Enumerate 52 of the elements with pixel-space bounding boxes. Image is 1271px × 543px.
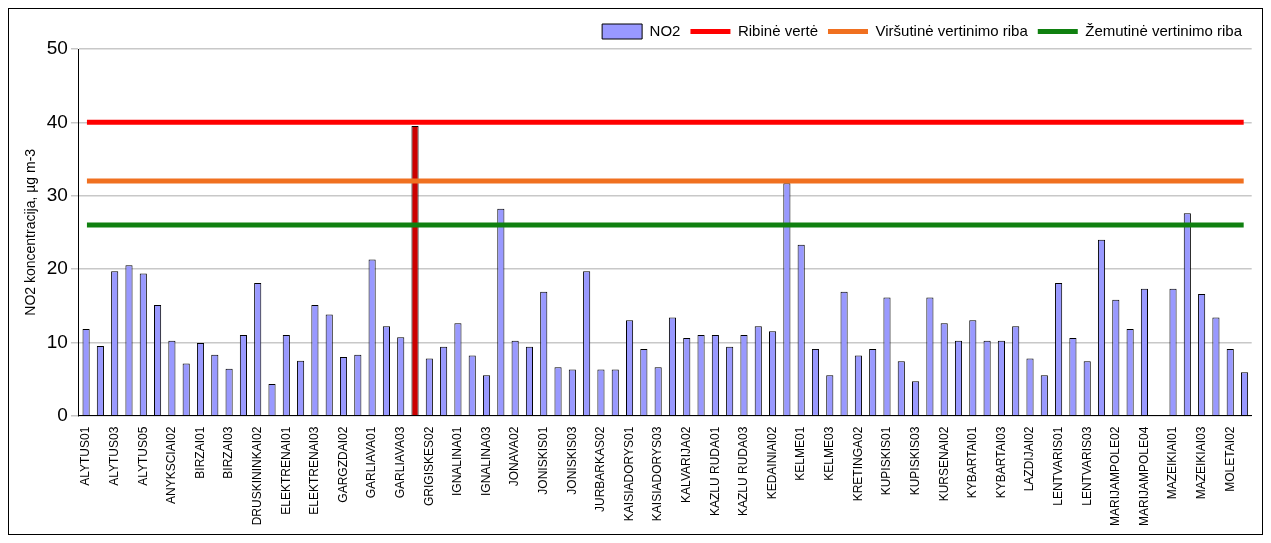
x-tick-label: JONISKIS03 bbox=[564, 426, 579, 495]
x-tick-label: KELME01 bbox=[793, 426, 808, 481]
x-tick-label: GARLIAVA03 bbox=[393, 426, 408, 499]
legend-label: Ribinė vertė bbox=[737, 21, 818, 39]
legend-label: Žemutinė vertinimo riba bbox=[1085, 21, 1243, 39]
x-tick-label: ANYKSCIAI02 bbox=[164, 426, 179, 505]
x-tick-label: JONISKIS01 bbox=[536, 426, 551, 495]
x-tick-label: BIRZAI01 bbox=[192, 426, 207, 479]
x-tick-label: KALVARIJA02 bbox=[679, 426, 694, 503]
x-tick-label: GARGZDAI02 bbox=[335, 426, 350, 503]
x-tick-label: KYBARTAI03 bbox=[993, 426, 1008, 499]
x-tick-label: ALYTUS01 bbox=[78, 426, 93, 486]
x-tick-label: GRIGISKES02 bbox=[421, 426, 436, 507]
y-tick-label: 30 bbox=[46, 183, 68, 205]
x-tick-label: JONAVA02 bbox=[507, 426, 522, 487]
y-tick-label: 40 bbox=[46, 110, 68, 132]
y-tick-label: 10 bbox=[46, 330, 68, 352]
x-tick-label: KRETINGA02 bbox=[850, 426, 865, 502]
x-tick-label: ELEKTRENAI01 bbox=[278, 426, 293, 515]
x-tick-label: IGNALINA01 bbox=[450, 426, 465, 497]
x-tick-label: ALYTUS03 bbox=[107, 426, 121, 486]
y-tick-label: 20 bbox=[46, 257, 68, 279]
legend-label: Viršutinė vertinimo riba bbox=[875, 21, 1029, 39]
x-tick-label: KURSENAI02 bbox=[936, 426, 951, 502]
x-tick-label: KUPISKIS03 bbox=[907, 426, 922, 496]
x-tick-label: MARIJAMPOLE02 bbox=[1108, 426, 1123, 527]
x-tick-label: KAISIADORYS01 bbox=[621, 426, 636, 522]
x-tick-label: KELME03 bbox=[822, 426, 837, 481]
x-tick-label: KAZLU RUDA03 bbox=[736, 426, 751, 517]
x-tick-label: KAZLU RUDA01 bbox=[707, 426, 722, 517]
x-tick-label: KAISIADORYS03 bbox=[650, 426, 665, 522]
x-tick-label: KUPISKIS01 bbox=[879, 426, 894, 496]
x-tick-label: KEDAINIAI02 bbox=[764, 426, 779, 500]
x-tick-label: MOLETAI02 bbox=[1222, 426, 1237, 492]
legend-label: NO2 bbox=[649, 21, 681, 39]
x-tick-label: ALYTUS05 bbox=[135, 426, 150, 486]
x-tick-label: KYBARTAI01 bbox=[965, 426, 980, 499]
x-tick-label: LENTVARIS03 bbox=[1079, 426, 1094, 506]
x-tick-label: MARIJAMPOLE04 bbox=[1136, 426, 1151, 527]
y-tick-label: 50 bbox=[46, 37, 68, 59]
x-tick-label: GARLIAVA01 bbox=[364, 426, 379, 499]
x-tick-label: IGNALINA03 bbox=[478, 426, 493, 497]
x-tick-label: MAZEIKIAI01 bbox=[1165, 426, 1180, 500]
x-tick-label: LENTVARIS01 bbox=[1050, 426, 1065, 506]
x-tick-label: ELEKTRENAI03 bbox=[307, 426, 322, 515]
y-tick-label: 0 bbox=[57, 403, 68, 425]
x-tick-label: MAZEIKIAI03 bbox=[1193, 426, 1208, 500]
x-tick-label: LAZDIJAI02 bbox=[1022, 426, 1037, 492]
x-tick-label: DRUSKININKAI02 bbox=[250, 426, 265, 526]
x-tick-label: BIRZAI03 bbox=[221, 426, 236, 479]
x-tick-label: JURBARKAS02 bbox=[593, 426, 608, 513]
y-axis-title: NO2 koncentracija, µg m-3 bbox=[22, 148, 39, 316]
